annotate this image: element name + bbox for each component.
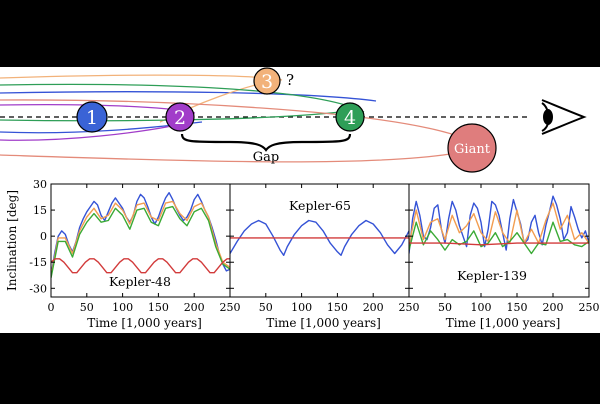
x-tick-label: 250 [399, 301, 420, 314]
planet-1: 1 [76, 101, 108, 133]
x-tick-label: 200 [184, 301, 205, 314]
y-tick-label: 15 [33, 204, 47, 217]
panel-frame [408, 183, 590, 298]
series-line-green [409, 221, 589, 255]
x-tick-label: 100 [471, 301, 492, 314]
planet-giant: Giant [447, 123, 497, 173]
x-axis-label: Time [1,000 years] [87, 316, 202, 330]
panel-title: Kepler-139 [457, 268, 527, 283]
planet-4: 4 [335, 102, 365, 132]
x-tick-label: 100 [291, 301, 312, 314]
x-tick-label: 200 [363, 301, 384, 314]
y-tick-label: 30 [33, 178, 47, 191]
planet-3: 3 [253, 67, 281, 95]
x-axis-label: Time [1,000 years] [446, 316, 561, 330]
series-line-green [51, 205, 230, 279]
panel-2: 50 100 150 200 250 Kepler-65 Time [1,000 years… [229, 183, 420, 330]
y-tick-label: 0 [40, 230, 47, 243]
planet-2-label: 2 [174, 107, 186, 129]
series-line-red [409, 242, 589, 246]
x-tick-label: 200 [543, 301, 564, 314]
x-tick-label: 250 [579, 301, 600, 314]
y-tick-label: -15 [29, 256, 47, 269]
giant-label: Giant [454, 142, 491, 157]
y-axis-label: Inclination [deg] [5, 190, 19, 291]
orbit-giant [0, 99, 459, 137]
x-tick-label: 250 [220, 301, 241, 314]
orbit-schematic: 1 2 3 ? 4 Giant Gap [0, 67, 587, 173]
planet-2: 2 [165, 102, 195, 132]
y-tick-label: -30 [29, 282, 47, 295]
x-axis-label: Time [1,000 years] [266, 316, 381, 330]
orbit-2-front [0, 125, 173, 141]
x-tick-label: 150 [327, 301, 348, 314]
series-line-blue [230, 219, 409, 257]
x-tick-label: 50 [80, 301, 94, 314]
x-tick-label: 0 [48, 301, 55, 314]
x-tick-label: 50 [259, 301, 273, 314]
panel-title: Kepler-65 [289, 198, 351, 213]
x-tick-label: 100 [112, 301, 133, 314]
x-tick-label: 150 [148, 301, 169, 314]
orbit-giant-front [0, 153, 451, 163]
series-line-red [51, 258, 230, 274]
series-line-orange [409, 202, 589, 245]
gap-label: Gap [253, 150, 279, 165]
question-mark: ? [286, 71, 294, 89]
planet-4-label: 4 [344, 107, 356, 129]
series-line-blue [409, 195, 589, 254]
x-tick-label: 150 [507, 301, 528, 314]
panel-3: 50 100 150 200 250 Kepler-139 Time [1,000 year… [408, 183, 600, 330]
gap-brace [180, 133, 352, 152]
x-tick-label: 50 [438, 301, 452, 314]
planet-1-label: 1 [86, 107, 98, 129]
orbit-1 [0, 91, 377, 102]
planet-3-label: 3 [261, 71, 273, 93]
eye-icon [541, 99, 587, 135]
series-line-blue [51, 191, 230, 277]
panel-title: Kepler-48 [109, 274, 171, 289]
orbit-4 [0, 83, 365, 113]
series-line-orange [51, 200, 230, 277]
